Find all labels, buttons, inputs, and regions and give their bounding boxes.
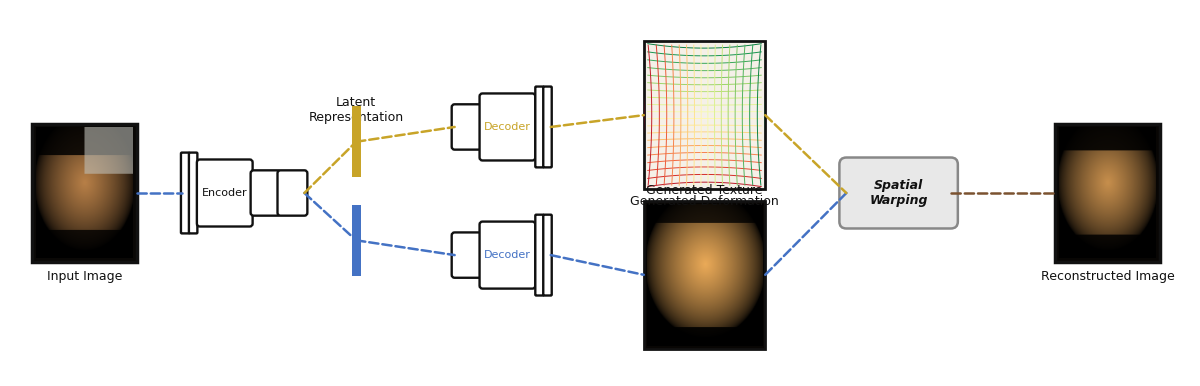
FancyBboxPatch shape — [535, 215, 544, 296]
Text: Generated Texture: Generated Texture — [647, 184, 763, 197]
FancyBboxPatch shape — [451, 232, 481, 278]
Text: Input Image: Input Image — [47, 270, 122, 283]
Text: Spatial
Warping: Spatial Warping — [869, 179, 928, 207]
Text: Generated Deformation: Generated Deformation — [630, 195, 779, 208]
FancyBboxPatch shape — [277, 170, 307, 216]
Text: Encoder: Encoder — [202, 188, 247, 198]
FancyBboxPatch shape — [643, 41, 766, 189]
FancyBboxPatch shape — [451, 104, 481, 150]
FancyBboxPatch shape — [352, 106, 361, 177]
FancyBboxPatch shape — [544, 86, 552, 168]
Text: Latent
Representation: Latent Representation — [308, 96, 403, 124]
FancyBboxPatch shape — [535, 86, 544, 168]
FancyBboxPatch shape — [544, 215, 552, 296]
Text: Decoder: Decoder — [484, 250, 530, 260]
FancyBboxPatch shape — [251, 170, 281, 216]
FancyBboxPatch shape — [181, 152, 190, 234]
FancyBboxPatch shape — [480, 222, 535, 289]
FancyBboxPatch shape — [188, 152, 197, 234]
FancyBboxPatch shape — [643, 201, 766, 349]
FancyBboxPatch shape — [1055, 124, 1160, 262]
Text: Decoder: Decoder — [484, 122, 530, 132]
FancyBboxPatch shape — [839, 157, 958, 229]
FancyBboxPatch shape — [352, 205, 361, 276]
Text: Reconstructed Image: Reconstructed Image — [1040, 270, 1175, 283]
FancyBboxPatch shape — [197, 159, 253, 227]
FancyBboxPatch shape — [480, 93, 535, 161]
FancyBboxPatch shape — [32, 124, 137, 262]
